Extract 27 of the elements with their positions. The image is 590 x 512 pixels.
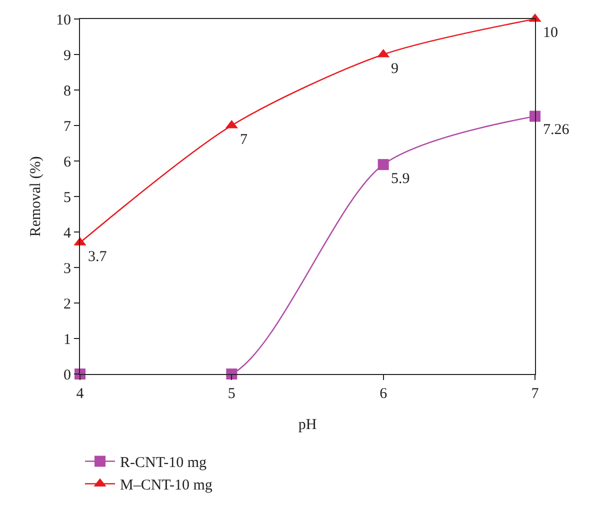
legend-label: R-CNT-10 mg <box>120 455 208 472</box>
x-tick-label: 5 <box>228 386 236 402</box>
data-label: 5.9 <box>391 171 410 187</box>
data-label: 9 <box>391 61 398 77</box>
y-tick-label: 10 <box>56 12 71 28</box>
x-tick-label: 7 <box>531 386 540 402</box>
y-tick-label: 3 <box>64 260 71 277</box>
y-tick-label: 1 <box>64 332 71 348</box>
y-tick-label: 5 <box>64 190 71 206</box>
y-tick-label: 0 <box>64 367 71 384</box>
y-tick-label: 7 <box>64 118 72 135</box>
data-label: 7 <box>240 132 248 148</box>
legend-label: M–CNT-10 mg <box>120 478 213 494</box>
x-tick-label: 4 <box>76 386 84 402</box>
y-tick-label: 2 <box>64 296 71 312</box>
data-label: 10 <box>543 25 558 41</box>
y-tick-label: 9 <box>64 48 71 64</box>
y-tick-label: 4 <box>64 225 72 242</box>
x-axis-title: pH <box>298 417 317 433</box>
y-tick-label: 8 <box>64 83 71 100</box>
y-tick-label: 6 <box>64 154 72 170</box>
point <box>378 159 389 170</box>
data-label: 3.7 <box>88 249 108 265</box>
point <box>530 110 540 122</box>
data-label: 7.26 <box>543 122 570 138</box>
y-axis-title: Removal (%) <box>28 156 44 237</box>
x-tick-label: 6 <box>380 386 388 402</box>
